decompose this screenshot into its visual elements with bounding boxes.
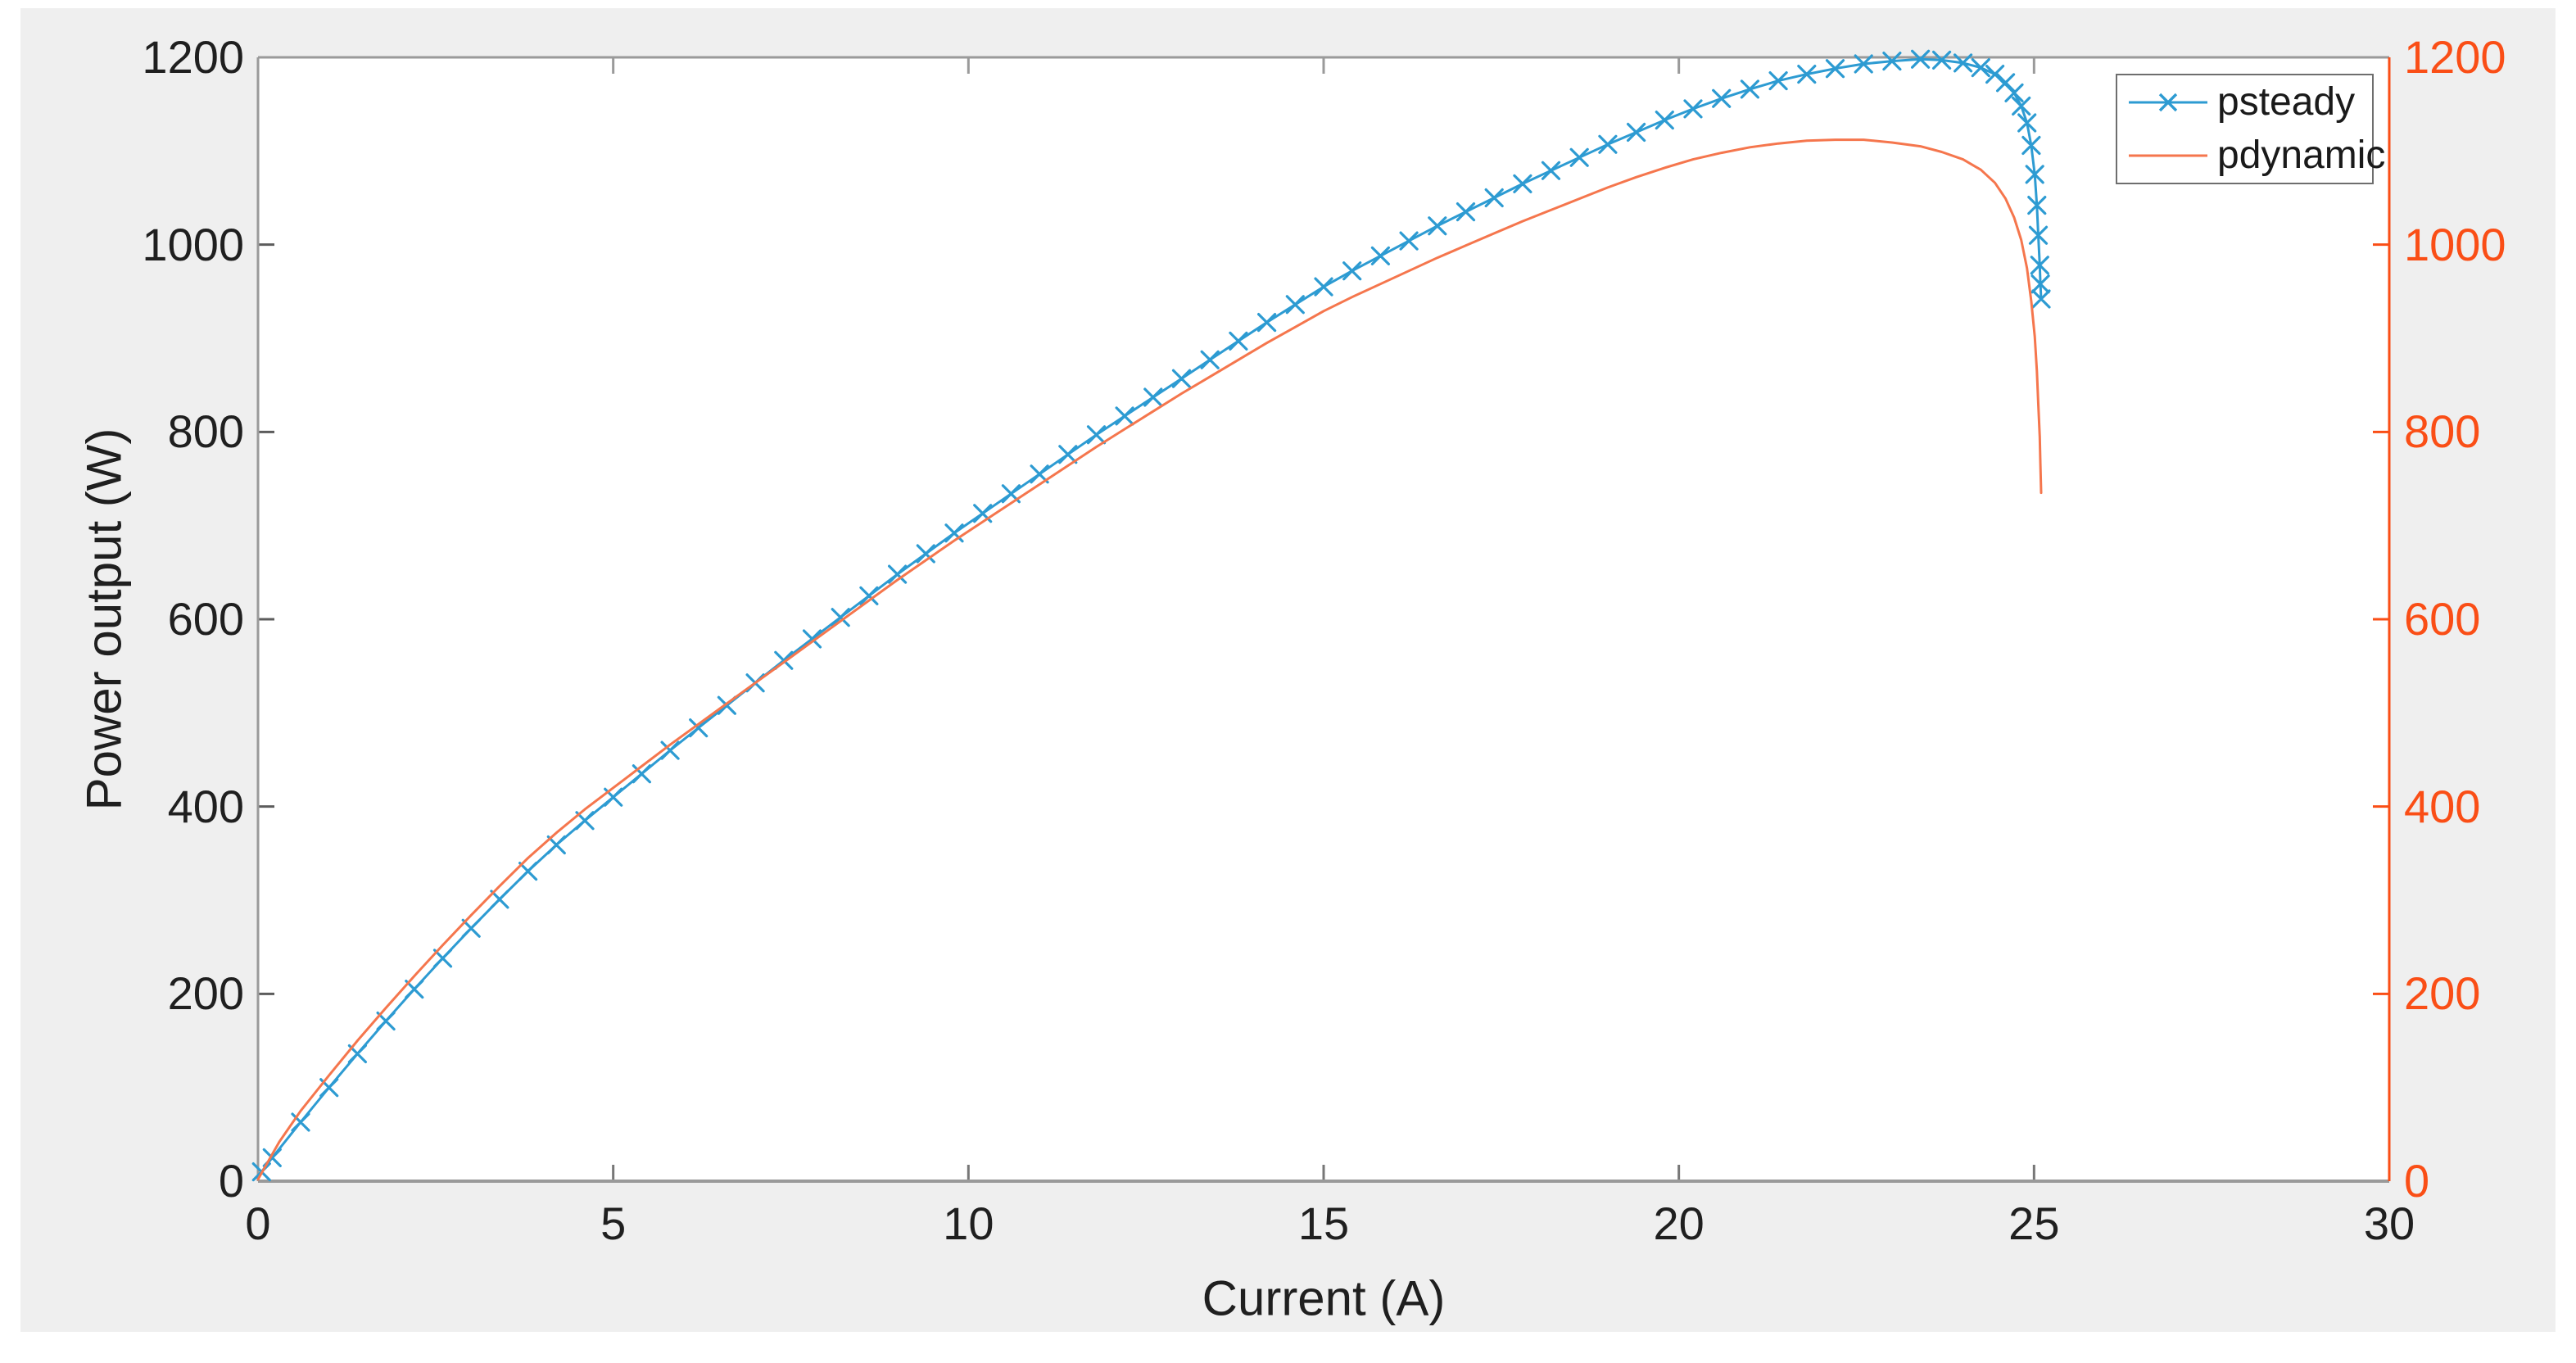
- x-tick-label: 30: [2363, 1198, 2415, 1249]
- y-tick-label-right: 400: [2404, 780, 2481, 832]
- y-tick-label-left: 1000: [142, 218, 244, 270]
- legend: psteady pdynamic: [2116, 74, 2385, 184]
- y-tick-label-right: 1000: [2404, 218, 2506, 270]
- y-tick-label-right: 600: [2404, 593, 2481, 645]
- y-tick-label-left: 0: [218, 1155, 244, 1207]
- x-tick-label: 20: [1653, 1198, 1705, 1249]
- legend-label-psteady: psteady: [2217, 80, 2356, 125]
- x-tick-label: 0: [245, 1198, 271, 1249]
- x-tick-label: 25: [2008, 1198, 2060, 1249]
- legend-label-pdynamic: pdynamic: [2217, 133, 2386, 177]
- y-tick-label-left: 800: [167, 405, 244, 458]
- y-tick-label-right: 200: [2404, 967, 2481, 1020]
- y-tick-label-left: 1200: [142, 31, 244, 83]
- y-tick-label-right: 0: [2404, 1155, 2430, 1207]
- x-tick-label: 5: [600, 1198, 627, 1249]
- legend-item-psteady: psteady: [2117, 77, 2372, 128]
- x-tick-label: 15: [1297, 1198, 1350, 1249]
- psteady-line-marker-icon: [2129, 93, 2207, 112]
- x-tick-label: 10: [943, 1198, 994, 1249]
- y-tick-label-right: 1200: [2404, 31, 2506, 83]
- y-axis-label: Power output (W): [76, 428, 132, 811]
- y-tick-label-right: 800: [2404, 405, 2481, 458]
- x-axis-label: Current (A): [1202, 1270, 1446, 1326]
- pdynamic-line-icon: [2129, 154, 2207, 157]
- legend-item-pdynamic: pdynamic: [2117, 130, 2385, 181]
- y-tick-label-left: 200: [167, 967, 244, 1020]
- y-tick-label-left: 600: [167, 593, 244, 645]
- y-tick-label-left: 400: [167, 780, 244, 832]
